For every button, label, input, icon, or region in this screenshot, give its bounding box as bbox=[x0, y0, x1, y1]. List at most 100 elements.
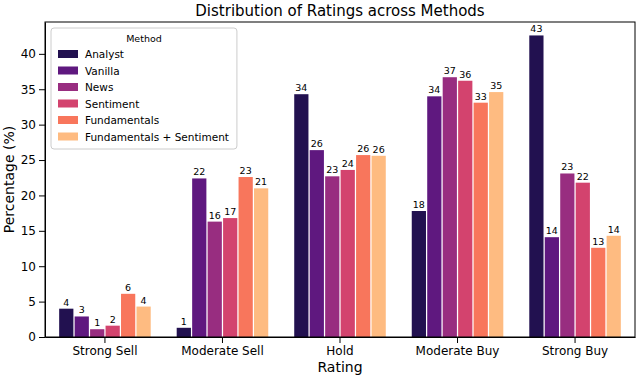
bar bbox=[489, 92, 503, 337]
legend-label: Fundamentals + Sentiment bbox=[85, 131, 229, 143]
legend-label: News bbox=[85, 81, 113, 93]
y-tick-label: 5 bbox=[28, 295, 36, 309]
legend-title: Method bbox=[126, 33, 162, 44]
y-tick-mark bbox=[39, 125, 45, 126]
data-label: 37 bbox=[444, 65, 456, 76]
y-tick-label: 25 bbox=[21, 153, 36, 167]
x-axis: Strong Sell Moderate Sell Hold Moderate Buy… bbox=[46, 337, 636, 358]
y-tick: 30 bbox=[21, 118, 45, 132]
bar bbox=[136, 307, 150, 337]
data-label: 6 bbox=[125, 282, 131, 293]
x-tick: Hold bbox=[326, 337, 353, 358]
legend-label: Sentiment bbox=[85, 98, 139, 110]
x-tick-label: Moderate Buy bbox=[416, 344, 500, 358]
x-tick-mark bbox=[104, 337, 105, 343]
bar bbox=[545, 237, 559, 337]
legend-box bbox=[51, 28, 237, 149]
data-label: 3 bbox=[79, 304, 85, 315]
bar bbox=[458, 81, 472, 337]
data-label: 1 bbox=[181, 316, 187, 327]
bar bbox=[254, 188, 268, 337]
bar bbox=[223, 218, 237, 337]
data-label: 2 bbox=[110, 314, 116, 325]
data-label: 4 bbox=[63, 297, 69, 308]
y-tick: 35 bbox=[21, 83, 45, 97]
bar bbox=[356, 155, 370, 337]
y-tick: 40 bbox=[21, 47, 45, 61]
x-axis-title: Rating bbox=[317, 359, 362, 375]
legend: MethodAnalyst Vanilla News Sentiment Fundame… bbox=[51, 28, 237, 149]
data-label: 23 bbox=[326, 164, 338, 175]
data-label: 18 bbox=[413, 199, 425, 210]
data-label: 4 bbox=[141, 295, 147, 306]
chart: 4134184332226341411623372321724362262326… bbox=[0, 0, 640, 377]
x-tick: Moderate Sell bbox=[181, 337, 264, 358]
bar bbox=[208, 222, 222, 337]
legend-label: Analyst bbox=[85, 48, 124, 60]
title: Distribution of Ratings across Methods bbox=[195, 2, 485, 20]
bar bbox=[427, 96, 441, 337]
data-label: 26 bbox=[357, 143, 369, 154]
data-label: 26 bbox=[311, 138, 323, 149]
x-tick-label: Strong Buy bbox=[542, 344, 608, 358]
data-label: 34 bbox=[295, 82, 307, 93]
data-label: 17 bbox=[224, 206, 236, 217]
data-label: 24 bbox=[342, 158, 354, 169]
y-tick: 20 bbox=[21, 189, 45, 203]
y-axis-title: Percentage (%) bbox=[1, 126, 17, 233]
data-label: 16 bbox=[209, 210, 221, 221]
data-label: 33 bbox=[475, 91, 487, 102]
y-axis: 0 5 10 15 20 25 30 35 40 bbox=[21, 23, 46, 345]
data-label: 14 bbox=[546, 225, 558, 236]
bar bbox=[325, 176, 339, 337]
y-tick-mark bbox=[39, 89, 45, 90]
data-label: 22 bbox=[577, 171, 589, 182]
y-tick-label: 15 bbox=[21, 224, 36, 238]
bar bbox=[529, 35, 543, 337]
bar bbox=[607, 236, 621, 337]
x-tick-mark bbox=[222, 337, 223, 343]
data-label: 13 bbox=[592, 236, 604, 247]
legend-label: Fundamentals bbox=[85, 114, 159, 126]
bar bbox=[412, 211, 426, 337]
data-label: 21 bbox=[255, 176, 267, 187]
bar bbox=[591, 248, 605, 337]
legend-label: Vanilla bbox=[85, 65, 120, 77]
y-tick-mark bbox=[39, 160, 45, 161]
bar bbox=[239, 177, 253, 337]
bar bbox=[177, 328, 191, 337]
bar bbox=[192, 178, 206, 337]
data-label: 23 bbox=[240, 165, 252, 176]
x-tick: Strong Buy bbox=[542, 337, 608, 358]
x-tick-label: Hold bbox=[326, 344, 353, 358]
x-tick: Strong Sell bbox=[72, 337, 137, 358]
y-tick-mark bbox=[39, 302, 45, 303]
data-label: 36 bbox=[459, 69, 471, 80]
x-tick-mark bbox=[575, 337, 576, 343]
y-tick: 5 bbox=[28, 295, 45, 309]
y-tick-mark bbox=[39, 266, 45, 267]
data-label: 1 bbox=[94, 317, 100, 328]
bar bbox=[576, 183, 590, 337]
y-tick: 10 bbox=[21, 260, 45, 274]
data-label: 35 bbox=[490, 80, 502, 91]
y-tick: 15 bbox=[21, 224, 45, 238]
legend-swatch bbox=[58, 100, 78, 108]
legend-swatch bbox=[58, 133, 78, 141]
data-label: 34 bbox=[428, 84, 440, 95]
y-tick-label: 20 bbox=[21, 189, 36, 203]
y-tick: 0 bbox=[28, 330, 45, 344]
bar bbox=[474, 103, 488, 337]
plot: 4134184332226341411623372321724362262326… bbox=[21, 22, 636, 358]
x-tick-label: Moderate Sell bbox=[181, 344, 264, 358]
legend-swatch bbox=[58, 116, 78, 124]
bar bbox=[106, 326, 120, 337]
y-tick-mark bbox=[39, 337, 45, 338]
x-tick-mark bbox=[457, 337, 458, 343]
x-tick: Moderate Buy bbox=[416, 337, 500, 358]
bar bbox=[75, 316, 89, 337]
bar bbox=[372, 156, 386, 337]
y-tick-label: 35 bbox=[21, 83, 36, 97]
y-tick-mark bbox=[39, 231, 45, 232]
data-label: 23 bbox=[561, 161, 573, 172]
